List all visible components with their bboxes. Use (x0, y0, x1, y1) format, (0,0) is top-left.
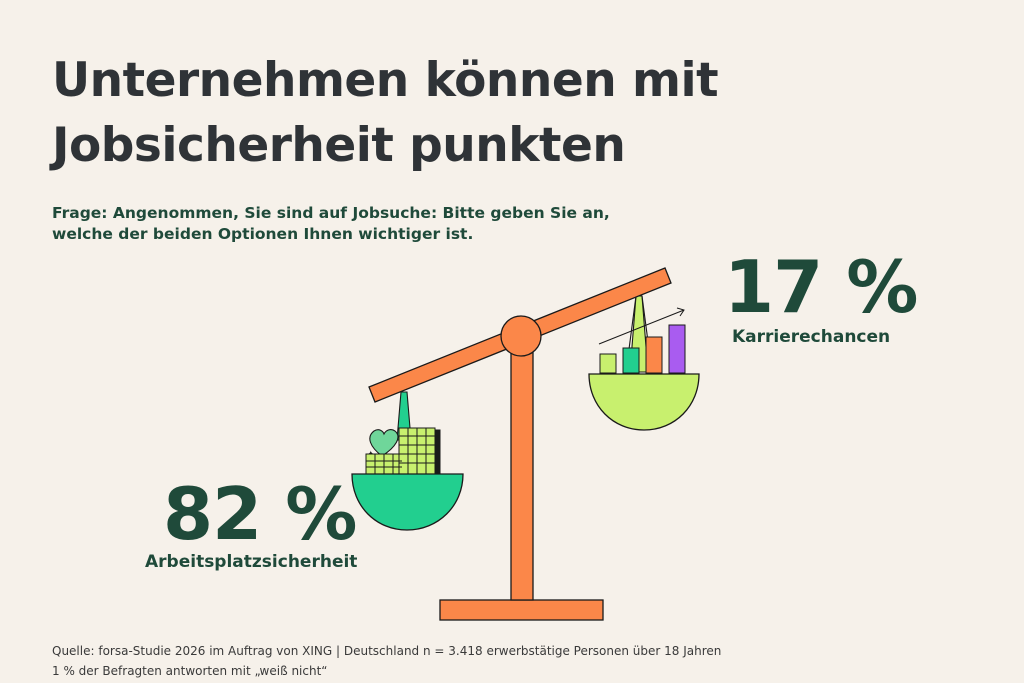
scale-post (510, 337, 534, 601)
scale-base (439, 599, 604, 621)
mini-bar-3 (645, 336, 663, 374)
page-title: Unternehmen können mit Jobsicherheit pun… (52, 48, 812, 178)
scale-pivot (500, 315, 542, 357)
title-line-1: Unternehmen können mit (52, 53, 719, 108)
growth-chart-icon (598, 307, 686, 374)
value-label-arbeitsplatzsicherheit: 82 % (163, 472, 357, 556)
category-label-arbeitsplatzsicherheit: Arbeitsplatzsicherheit (145, 552, 358, 572)
question-line-1: Frage: Angenommen, Sie sind auf Jobsuche… (52, 204, 610, 222)
question-line-2: welche der beiden Optionen Ihnen wichtig… (52, 225, 474, 243)
source-note: Quelle: forsa-Studie 2026 im Auftrag von… (52, 641, 952, 681)
title-line-2: Jobsicherheit punkten (52, 118, 626, 173)
office-building-icon (365, 427, 441, 475)
source-line-2: 1 % der Befragten antworten mit „weiß ni… (52, 664, 328, 678)
mini-bar-4 (668, 324, 686, 374)
right-pan (588, 373, 700, 431)
value-label-karrierechancen: 17 % (724, 245, 918, 329)
source-line-1: Quelle: forsa-Studie 2026 im Auftrag von… (52, 644, 722, 658)
mini-bar-1 (599, 353, 617, 374)
category-label-karrierechancen: Karrierechancen (732, 327, 891, 347)
mini-bar-2 (622, 347, 640, 374)
left-pan (351, 473, 464, 531)
survey-question: Frage: Angenommen, Sie sind auf Jobsuche… (52, 203, 692, 245)
